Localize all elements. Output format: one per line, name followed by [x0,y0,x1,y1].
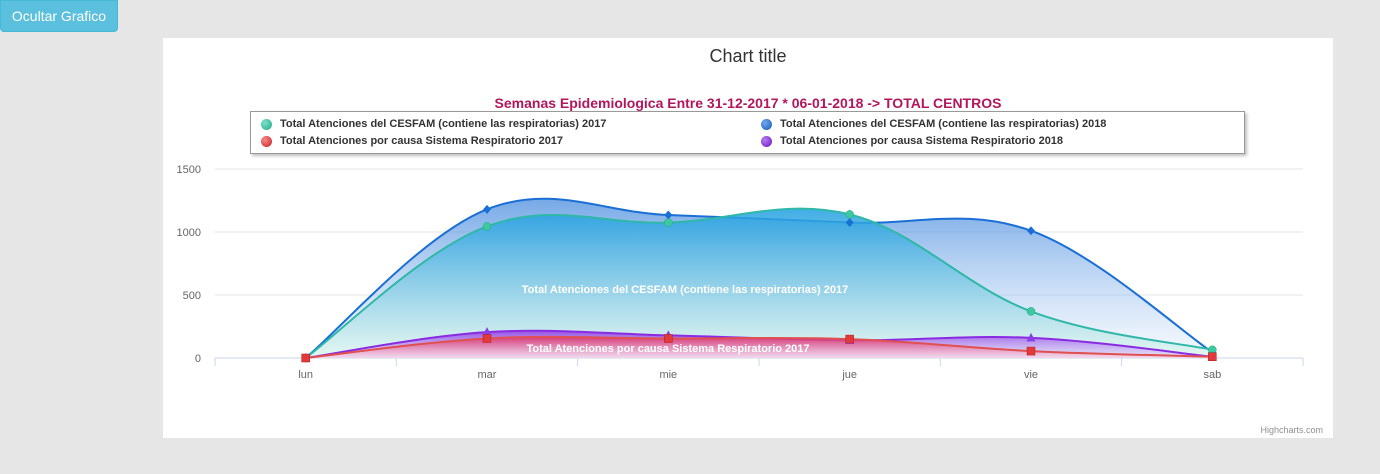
data-point [301,353,311,362]
data-point [663,330,673,339]
series-line [305,329,1213,359]
legend-marker-icon [761,118,772,130]
legend-item-cesfam-2017[interactable]: Total Atenciones del CESFAM (contiene la… [261,118,606,130]
data-point [1208,345,1217,355]
series-area [305,198,1213,358]
series-area [305,330,1213,358]
x-tick-label: jue [841,369,857,381]
data-point [483,204,491,214]
data-point [845,335,855,344]
y-tick-label: 0 [195,353,201,365]
data-point [301,353,310,363]
legend-item-cesfam-2018[interactable]: Total Atenciones del CESFAM (contiene la… [761,118,1106,130]
chart-title: Chart title [709,46,787,66]
data-point [1026,307,1036,316]
x-tick-label: mie [659,369,677,381]
x-tick-label: sab [1203,369,1221,381]
toggle-chart-button[interactable]: Ocultar Grafico [0,0,118,32]
data-point [301,353,310,363]
data-point [482,327,492,336]
data-point [845,210,854,219]
series-line [305,207,1213,359]
series-area [305,208,1213,358]
y-tick-label: 500 [183,290,201,302]
legend-label: Total Atenciones por causa Sistema Respi… [780,135,1064,147]
x-tick-label: vie [1024,369,1038,381]
legend-item-respiratorio-2017[interactable]: Total Atenciones por causa Sistema Respi… [261,135,563,147]
x-tick-label: lun [298,369,313,381]
data-point [664,210,673,220]
legend-label: Total Atenciones del CESFAM (contiene la… [280,118,607,130]
data-point [1027,226,1035,236]
legend-marker-icon [261,118,272,130]
x-tick-label: mar [478,369,497,381]
chart-subtitle: Semanas Epidemiologica Entre 31-12-2017 … [494,95,1002,111]
data-point [845,218,854,228]
legend-label: Total Atenciones del CESFAM (contiene la… [780,118,1107,130]
credits-link[interactable]: Highcharts.com [1260,425,1323,435]
data-point [301,353,310,363]
data-point [845,334,854,344]
series-data-label: Total Atenciones por causa Sistema Respi… [526,343,809,355]
data-point [1026,346,1036,356]
data-point [1207,351,1217,361]
series-line [305,335,1213,359]
data-point [664,334,673,343]
data-point [664,218,673,227]
y-tick-label: 1000 [177,227,201,239]
data-point [482,222,492,231]
data-point [1208,347,1217,357]
data-point [1208,352,1217,361]
data-point [1026,332,1036,342]
legend-item-respiratorio-2018[interactable]: Total Atenciones por causa Sistema Respi… [761,135,1063,147]
legend-marker-icon [761,135,772,147]
chart-panel: Chart title Semanas Epidemiologica Entre… [163,38,1333,438]
series-line [305,197,1213,359]
legend-label: Total Atenciones por causa Sistema Respi… [280,135,564,147]
series-area [305,336,1213,358]
y-tick-label: 1500 [177,164,201,176]
series-data-label: Total Atenciones del CESFAM (contiene la… [522,284,848,296]
legend-marker-icon [261,135,272,147]
chart-legend: Total Atenciones del CESFAM (contiene la… [250,111,1245,154]
data-point [482,334,492,343]
